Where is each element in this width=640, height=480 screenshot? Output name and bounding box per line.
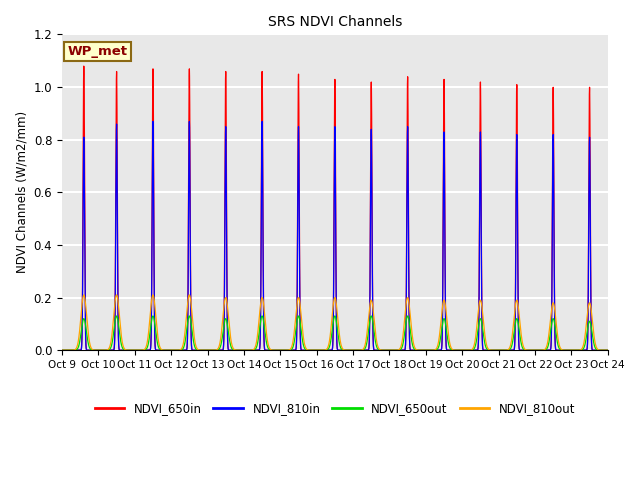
Text: WP_met: WP_met [67,45,127,58]
Title: SRS NDVI Channels: SRS NDVI Channels [268,15,402,29]
Legend: NDVI_650in, NDVI_810in, NDVI_650out, NDVI_810out: NDVI_650in, NDVI_810in, NDVI_650out, NDV… [90,397,580,420]
Y-axis label: NDVI Channels (W/m2/mm): NDVI Channels (W/m2/mm) [15,111,28,273]
